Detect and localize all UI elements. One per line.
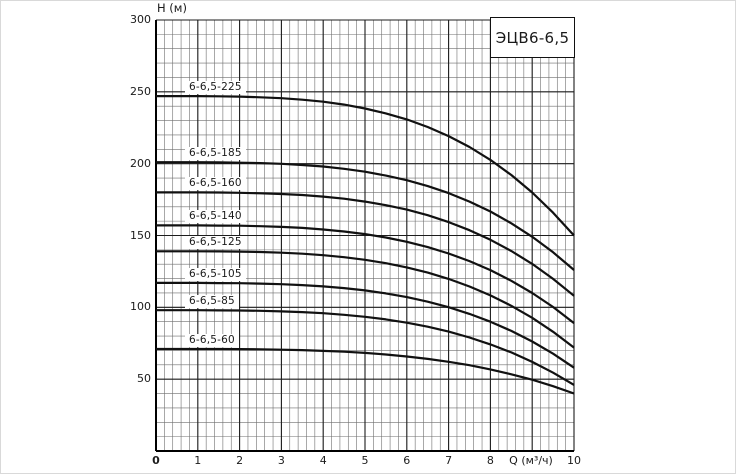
curve-6-6-5-225 bbox=[156, 94, 575, 237]
x-tick-label: 4 bbox=[319, 454, 327, 467]
curve-label-6-6-5-125: 6-6,5-125 bbox=[185, 236, 246, 250]
x-tick-label: 3 bbox=[277, 454, 285, 467]
chart-title: ЭЦВ6-6,5 bbox=[495, 28, 570, 47]
x-tick-label: 10 bbox=[567, 454, 581, 467]
curve-label-6-6-5-140: 6-6,5-140 bbox=[185, 210, 246, 224]
y-tick-label: 200 bbox=[130, 156, 151, 170]
x-tick-label: 0 bbox=[152, 454, 160, 467]
curve-6-6-5-60 bbox=[156, 347, 575, 395]
curve-6-6-5-185 bbox=[156, 161, 575, 271]
curve-6-6-5-160 bbox=[156, 191, 575, 297]
curve-6-6-5-85 bbox=[156, 309, 575, 386]
x-tick-label: 2 bbox=[236, 454, 244, 467]
chart-title-box: ЭЦВ6-6,5 bbox=[490, 17, 575, 58]
curve-label-6-6-5-85: 6-6,5-85 bbox=[185, 295, 239, 309]
y-tick-label: 50 bbox=[137, 372, 151, 386]
x-tick-label: 8 bbox=[486, 454, 494, 467]
x-tick-label: 5 bbox=[361, 454, 369, 467]
y-tick-label: 300 bbox=[130, 13, 151, 26]
curve-6-6-5-125 bbox=[156, 250, 575, 349]
y-tick-label: 250 bbox=[130, 84, 151, 98]
x-tick-label: 6 bbox=[403, 454, 411, 467]
curve-label-6-6-5-105: 6-6,5-105 bbox=[185, 267, 246, 281]
y-tick-label: 100 bbox=[130, 300, 151, 314]
curve-6-6-5-140 bbox=[156, 224, 575, 324]
y-tick-label: 150 bbox=[130, 228, 151, 242]
x-tick-label: 7 bbox=[445, 454, 453, 467]
x-tick-label: 1 bbox=[194, 454, 202, 467]
curve-label-6-6-5-225: 6-6,5-225 bbox=[185, 81, 246, 95]
curve-label-6-6-5-60: 6-6,5-60 bbox=[185, 333, 239, 347]
curve-label-6-6-5-160: 6-6,5-160 bbox=[185, 177, 246, 191]
curve-6-6-5-105 bbox=[156, 281, 575, 369]
y-axis-title: Н (м) bbox=[157, 1, 187, 15]
curve-label-6-6-5-185: 6-6,5-185 bbox=[185, 147, 246, 161]
x-axis-title: Q (м³/ч) bbox=[509, 454, 553, 467]
